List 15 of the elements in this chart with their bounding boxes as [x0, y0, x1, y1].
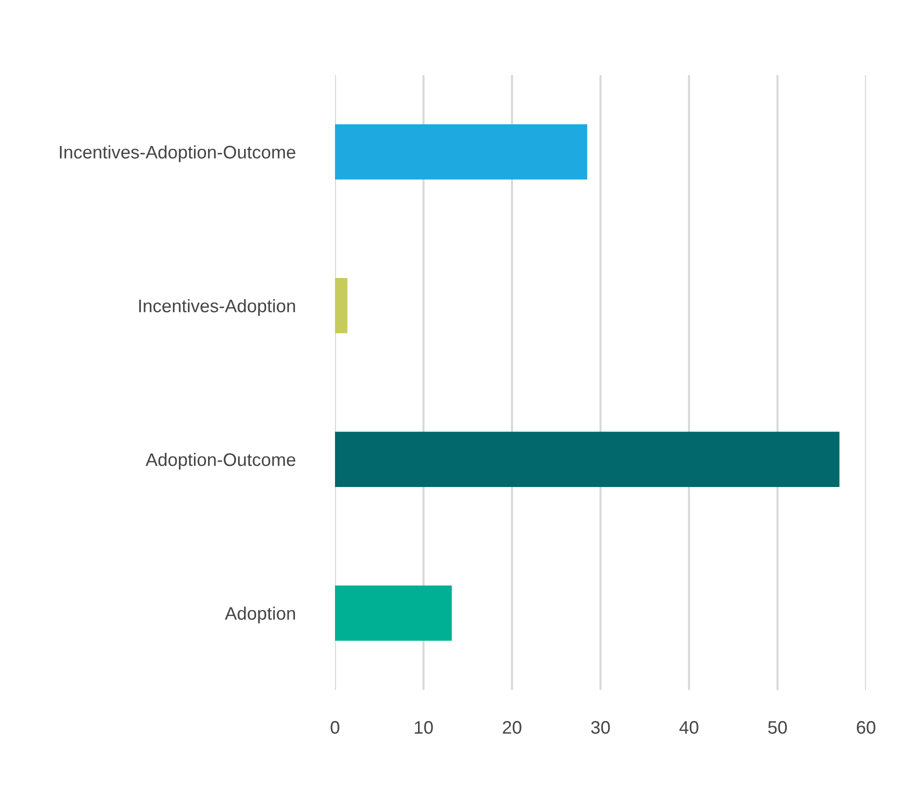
x-tick-label: 40 — [679, 721, 698, 734]
y-tick-label: Incentives-Adoption-Outcome — [60, 145, 296, 162]
y-tick-label: Adoption-Outcome — [146, 452, 296, 470]
x-tick-label: 50 — [768, 721, 787, 734]
bar — [335, 124, 588, 180]
bar — [335, 432, 840, 488]
x-tick-label: 20 — [502, 721, 522, 734]
x-tick-label: 60 — [856, 721, 876, 734]
y-tick-label: Incentives-Adoption — [139, 299, 295, 316]
x-tick-label: 10 — [414, 721, 433, 734]
y-tick-label: Adoption — [224, 606, 295, 624]
x-tick-label: 30 — [591, 721, 610, 734]
bar — [335, 585, 452, 641]
bar — [335, 278, 348, 334]
x-tick-label: 0 — [330, 721, 340, 734]
